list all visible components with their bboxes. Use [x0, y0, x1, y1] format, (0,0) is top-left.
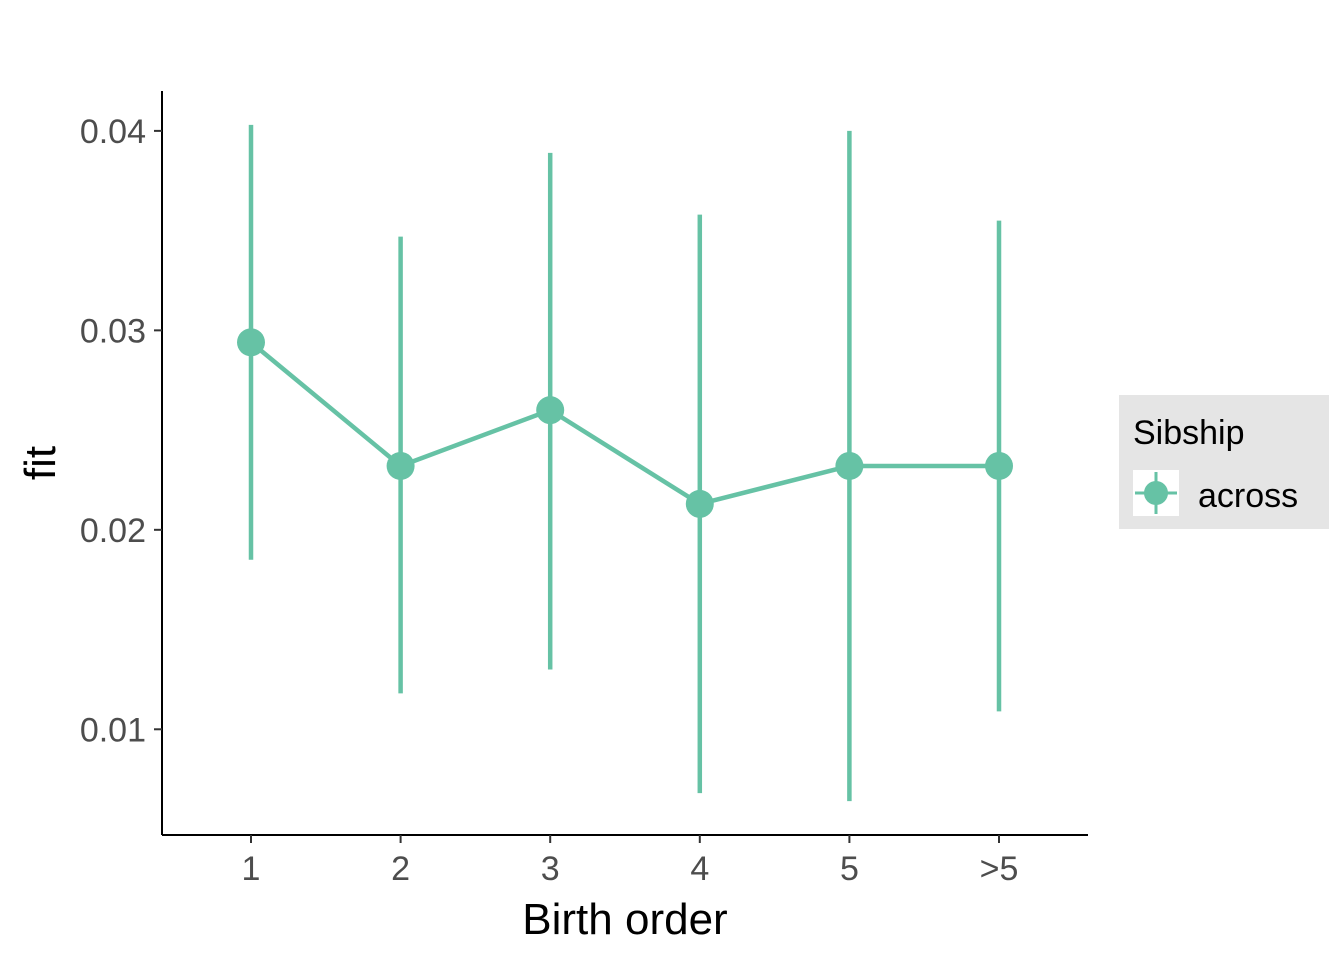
y-tick-label: 0.03: [80, 312, 146, 350]
data-point: [237, 328, 265, 357]
y-axis-title: fit: [16, 446, 65, 480]
error-bars: [248, 124, 1002, 802]
x-tick-label: 3: [541, 850, 560, 888]
data-point: [685, 489, 714, 518]
data-point: [386, 451, 415, 480]
series-lines: [249, 340, 999, 507]
y-tick-label: 0.02: [80, 512, 146, 550]
data-point: [536, 396, 565, 425]
x-tick-label: 5: [840, 850, 859, 888]
legend-entry-across: across: [1198, 477, 1298, 515]
legend-key-point: [1144, 481, 1168, 505]
x-tick-label: >5: [980, 850, 1019, 888]
x-axis-title: Birth order: [522, 895, 727, 944]
points: [237, 328, 1013, 518]
y-ticks: 0.01 0.02 0.03 0.04: [80, 113, 162, 749]
y-tick-label: 0.04: [80, 113, 146, 151]
x-tick-label: 2: [391, 850, 410, 888]
data-point: [985, 451, 1013, 480]
x-ticks: 1 2 3 4 5 >5: [242, 835, 1019, 888]
x-tick-label: 4: [690, 850, 709, 888]
series-line-across: [249, 340, 999, 507]
legend: Sibship across: [1119, 395, 1329, 529]
data-point: [835, 451, 864, 480]
y-tick-label: 0.01: [80, 711, 146, 749]
plot-area: 0.01 0.02 0.03 0.04 1 2 3 4 5 >5: [80, 91, 1088, 888]
x-tick-label: 1: [242, 850, 261, 888]
legend-title: Sibship: [1133, 414, 1245, 452]
